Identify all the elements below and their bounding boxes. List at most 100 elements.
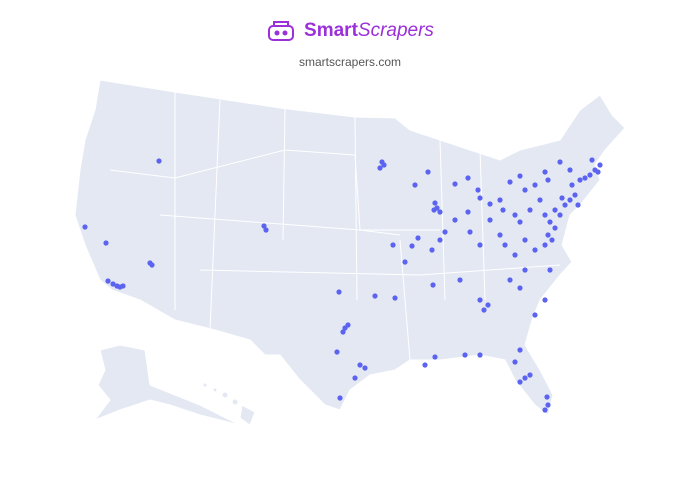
location-dot[interactable] bbox=[381, 162, 387, 168]
location-dot[interactable] bbox=[537, 197, 543, 203]
location-dot[interactable] bbox=[500, 207, 506, 213]
location-dot[interactable] bbox=[542, 407, 548, 413]
location-dot[interactable] bbox=[507, 277, 513, 283]
location-dot[interactable] bbox=[567, 167, 573, 173]
location-dot[interactable] bbox=[542, 212, 548, 218]
location-dot[interactable] bbox=[334, 349, 340, 355]
location-dot[interactable] bbox=[547, 267, 553, 273]
location-dot[interactable] bbox=[372, 293, 378, 299]
location-dot[interactable] bbox=[597, 162, 603, 168]
location-dot[interactable] bbox=[377, 165, 383, 171]
location-dot[interactable] bbox=[532, 182, 538, 188]
location-dot[interactable] bbox=[544, 394, 550, 400]
location-dot[interactable] bbox=[497, 232, 503, 238]
location-dot[interactable] bbox=[475, 187, 481, 193]
location-dot[interactable] bbox=[517, 285, 523, 291]
location-dot[interactable] bbox=[542, 297, 548, 303]
location-dot[interactable] bbox=[352, 375, 358, 381]
location-dot[interactable] bbox=[82, 224, 88, 230]
location-dot[interactable] bbox=[429, 247, 435, 253]
location-dot[interactable] bbox=[425, 169, 431, 175]
location-dot[interactable] bbox=[467, 229, 473, 235]
location-dot[interactable] bbox=[569, 182, 575, 188]
location-dot[interactable] bbox=[431, 207, 437, 213]
location-dot[interactable] bbox=[549, 237, 555, 243]
location-dot[interactable] bbox=[527, 207, 533, 213]
location-dot[interactable] bbox=[156, 158, 162, 164]
location-dot[interactable] bbox=[465, 175, 471, 181]
location-dot[interactable] bbox=[517, 219, 523, 225]
location-dot[interactable] bbox=[477, 242, 483, 248]
location-dot[interactable] bbox=[120, 283, 126, 289]
location-dot[interactable] bbox=[545, 402, 551, 408]
location-dot[interactable] bbox=[517, 173, 523, 179]
location-dot[interactable] bbox=[477, 297, 483, 303]
location-dot[interactable] bbox=[595, 169, 601, 175]
location-dot[interactable] bbox=[452, 181, 458, 187]
location-dot[interactable] bbox=[557, 159, 563, 165]
location-dot[interactable] bbox=[559, 195, 565, 201]
location-dot[interactable] bbox=[452, 217, 458, 223]
location-dot[interactable] bbox=[517, 379, 523, 385]
site-url[interactable]: smartscrapers.com bbox=[298, 55, 402, 69]
location-dot[interactable] bbox=[507, 179, 513, 185]
location-dot[interactable] bbox=[402, 259, 408, 265]
location-dot[interactable] bbox=[545, 177, 551, 183]
location-dot[interactable] bbox=[336, 289, 342, 295]
location-dot[interactable] bbox=[487, 217, 493, 223]
location-dot[interactable] bbox=[512, 359, 518, 365]
location-dot[interactable] bbox=[527, 372, 533, 378]
location-dot[interactable] bbox=[572, 192, 578, 198]
location-dot[interactable] bbox=[517, 347, 523, 353]
location-dot[interactable] bbox=[442, 229, 448, 235]
location-dot[interactable] bbox=[437, 237, 443, 243]
location-dot[interactable] bbox=[263, 227, 269, 233]
location-dot[interactable] bbox=[567, 197, 573, 203]
location-dot[interactable] bbox=[362, 365, 368, 371]
location-dot[interactable] bbox=[552, 225, 558, 231]
location-dot[interactable] bbox=[582, 175, 588, 181]
location-dot[interactable] bbox=[589, 157, 595, 163]
location-dot[interactable] bbox=[497, 197, 503, 203]
location-dot[interactable] bbox=[502, 242, 508, 248]
location-dot[interactable] bbox=[522, 375, 528, 381]
location-dot[interactable] bbox=[487, 201, 493, 207]
location-dot[interactable] bbox=[415, 235, 421, 241]
location-dot[interactable] bbox=[481, 307, 487, 313]
location-dot[interactable] bbox=[512, 252, 518, 258]
location-dot[interactable] bbox=[547, 219, 553, 225]
location-dot[interactable] bbox=[103, 240, 109, 246]
location-dot[interactable] bbox=[522, 267, 528, 273]
location-dot[interactable] bbox=[532, 247, 538, 253]
location-dot[interactable] bbox=[462, 352, 468, 358]
location-dot[interactable] bbox=[522, 237, 528, 243]
location-dot[interactable] bbox=[437, 209, 443, 215]
location-dot[interactable] bbox=[575, 202, 581, 208]
location-dot[interactable] bbox=[545, 232, 551, 238]
location-dot[interactable] bbox=[577, 177, 583, 183]
location-dot[interactable] bbox=[542, 242, 548, 248]
location-dot[interactable] bbox=[557, 212, 563, 218]
location-dot[interactable] bbox=[345, 322, 351, 328]
location-dot[interactable] bbox=[392, 295, 398, 301]
location-dot[interactable] bbox=[110, 281, 116, 287]
location-dot[interactable] bbox=[457, 277, 463, 283]
location-dot[interactable] bbox=[477, 195, 483, 201]
location-dot[interactable] bbox=[422, 362, 428, 368]
location-dot[interactable] bbox=[477, 352, 483, 358]
location-dot[interactable] bbox=[149, 262, 155, 268]
location-dot[interactable] bbox=[465, 209, 471, 215]
location-dot[interactable] bbox=[522, 187, 528, 193]
location-dot[interactable] bbox=[337, 395, 343, 401]
location-dot[interactable] bbox=[261, 223, 267, 229]
location-dot[interactable] bbox=[587, 172, 593, 178]
location-dot[interactable] bbox=[432, 354, 438, 360]
location-dot[interactable] bbox=[412, 182, 418, 188]
location-dot[interactable] bbox=[552, 207, 558, 213]
location-dot[interactable] bbox=[390, 242, 396, 248]
location-dot[interactable] bbox=[485, 302, 491, 308]
location-dot[interactable] bbox=[542, 169, 548, 175]
location-dot[interactable] bbox=[409, 243, 415, 249]
location-dot[interactable] bbox=[562, 202, 568, 208]
location-dot[interactable] bbox=[532, 312, 538, 318]
